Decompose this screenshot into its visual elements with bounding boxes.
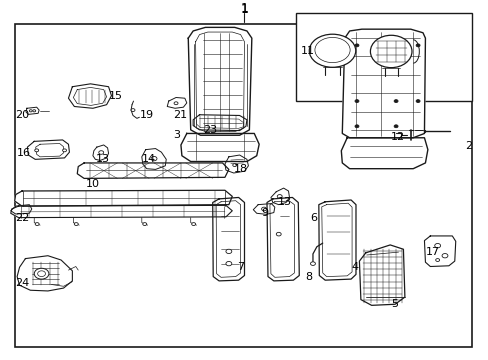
Circle shape [393, 44, 397, 47]
Circle shape [354, 44, 358, 47]
Text: 10: 10 [85, 179, 100, 189]
Text: 14: 14 [142, 154, 156, 165]
Circle shape [174, 102, 178, 105]
Text: 15: 15 [108, 91, 122, 101]
Polygon shape [342, 29, 425, 138]
Polygon shape [181, 134, 259, 162]
Polygon shape [73, 87, 106, 105]
Circle shape [35, 222, 39, 225]
Polygon shape [195, 32, 244, 132]
Circle shape [191, 222, 195, 225]
Text: 1: 1 [240, 2, 248, 15]
Circle shape [225, 261, 231, 266]
Text: 22: 22 [15, 213, 29, 223]
Circle shape [38, 271, 45, 276]
Circle shape [354, 100, 358, 103]
Text: 6: 6 [310, 213, 317, 223]
Circle shape [354, 125, 358, 128]
Circle shape [441, 253, 447, 258]
Text: 21: 21 [173, 111, 187, 121]
Polygon shape [253, 203, 274, 214]
Text: 20: 20 [15, 111, 29, 121]
Polygon shape [269, 201, 294, 277]
Text: 18: 18 [233, 165, 247, 174]
Circle shape [142, 222, 146, 225]
Text: 23: 23 [203, 125, 217, 135]
Circle shape [415, 44, 419, 47]
Circle shape [276, 232, 281, 236]
Circle shape [277, 195, 282, 198]
Text: 11: 11 [300, 46, 314, 56]
Text: 13: 13 [277, 197, 291, 207]
Circle shape [435, 258, 439, 261]
Text: 3: 3 [173, 130, 180, 140]
Circle shape [34, 268, 49, 279]
Text: 9: 9 [261, 208, 268, 217]
Circle shape [261, 207, 266, 211]
Ellipse shape [370, 35, 411, 68]
Circle shape [29, 110, 32, 112]
Polygon shape [212, 198, 244, 281]
Circle shape [232, 164, 236, 167]
Text: 17: 17 [425, 247, 439, 257]
Circle shape [62, 149, 66, 152]
Polygon shape [216, 201, 240, 277]
Text: 24: 24 [15, 278, 29, 288]
Polygon shape [270, 188, 289, 204]
Circle shape [393, 125, 397, 128]
Polygon shape [11, 205, 232, 217]
Circle shape [33, 110, 36, 112]
Circle shape [74, 222, 78, 225]
Text: 19: 19 [139, 111, 153, 121]
Polygon shape [36, 144, 63, 157]
Circle shape [434, 243, 440, 248]
Text: 7: 7 [237, 261, 244, 271]
Polygon shape [77, 163, 228, 179]
Polygon shape [17, 256, 72, 291]
Polygon shape [321, 203, 351, 276]
Text: 12: 12 [390, 132, 405, 142]
Polygon shape [318, 200, 355, 280]
Polygon shape [359, 245, 404, 305]
Polygon shape [224, 155, 248, 173]
Polygon shape [266, 198, 299, 281]
Polygon shape [142, 149, 166, 170]
Circle shape [225, 249, 231, 253]
Text: 13: 13 [95, 154, 109, 164]
Circle shape [151, 157, 157, 161]
Circle shape [35, 149, 39, 152]
Polygon shape [193, 115, 246, 131]
Polygon shape [341, 138, 427, 169]
Circle shape [131, 109, 135, 112]
Text: 5: 5 [390, 299, 397, 309]
Polygon shape [15, 190, 232, 206]
Text: 2: 2 [464, 141, 471, 151]
Polygon shape [93, 145, 108, 161]
Ellipse shape [308, 34, 355, 67]
Bar [295, 13, 471, 101]
Polygon shape [424, 236, 455, 266]
Polygon shape [68, 84, 111, 108]
Text: 8: 8 [305, 272, 312, 282]
Text: 16: 16 [17, 148, 31, 158]
Circle shape [415, 100, 419, 103]
Text: 1: 1 [240, 3, 248, 16]
Text: 4: 4 [350, 261, 358, 271]
Polygon shape [167, 98, 186, 108]
Circle shape [99, 151, 103, 154]
Polygon shape [27, 140, 69, 159]
Circle shape [310, 262, 315, 265]
Circle shape [393, 100, 397, 103]
Polygon shape [188, 27, 251, 135]
Polygon shape [11, 204, 32, 214]
Polygon shape [26, 107, 39, 114]
